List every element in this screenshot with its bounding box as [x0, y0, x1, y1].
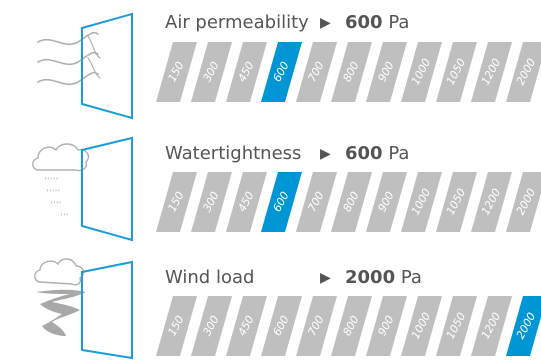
level-bar-air-300 [191, 42, 232, 102]
level-label-wind-1200: 1200 [479, 310, 504, 341]
level-bar-wind-450 [226, 296, 267, 356]
window-frame-icon [81, 136, 133, 242]
level-bar-water-600-selected [261, 172, 302, 232]
row-title-wind: Wind load [165, 267, 255, 288]
svg-text:’’’’’: ’’’’’ [44, 177, 58, 187]
level-label-wind-1050: 1050 [444, 310, 469, 341]
level-label-air-900: 900 [375, 59, 396, 84]
level-label-air-1000: 1000 [409, 56, 434, 87]
level-bar-wind-900 [366, 296, 407, 356]
level-label-air-1200: 1200 [479, 56, 504, 87]
row-value-number: 600 [345, 143, 383, 164]
arrow-icon: ▶ [320, 270, 331, 286]
tornado-icon [34, 258, 86, 336]
level-bar-wind-1000 [401, 296, 442, 356]
svg-text:’’’’: ’’’’ [50, 201, 62, 211]
level-label-wind-2000: 2000 [514, 310, 539, 341]
row-title-water: Watertightness [165, 143, 302, 164]
level-label-air-1050: 1050 [444, 56, 469, 87]
level-label-wind-300: 300 [200, 313, 221, 338]
level-label-air-2000: 2000 [514, 56, 539, 87]
level-label-wind-450: 450 [235, 313, 256, 338]
level-bar-air-1050 [436, 42, 477, 102]
level-label-wind-900: 900 [375, 313, 396, 338]
level-label-wind-150: 150 [165, 313, 186, 338]
level-bar-water-800 [331, 172, 372, 232]
level-label-water-1000: 1000 [409, 186, 434, 217]
row-value-water: 600 Pa [345, 145, 409, 163]
level-bar-wind-1200 [471, 296, 512, 356]
row-value-unit: Pa [388, 12, 410, 33]
row-value-number: 2000 [345, 267, 396, 288]
window-frame-icon [81, 12, 133, 120]
level-bar-water-450 [226, 172, 267, 232]
level-label-air-800: 800 [340, 59, 361, 84]
window-frame-icon [81, 260, 133, 360]
level-bar-water-150 [156, 172, 197, 232]
level-label-water-300: 300 [200, 189, 221, 214]
level-bar-water-700 [296, 172, 337, 232]
wind-lines-icon [37, 31, 101, 86]
level-label-air-700: 700 [305, 59, 326, 84]
row-value-unit: Pa [400, 267, 422, 288]
level-bar-air-1000 [401, 42, 442, 102]
level-label-air-300: 300 [200, 59, 221, 84]
row-value-unit: Pa [388, 143, 410, 164]
level-bar-air-900 [366, 42, 407, 102]
level-bar-air-2000 [506, 42, 541, 102]
level-label-air-600: 600 [270, 59, 291, 84]
level-label-water-2000: 2000 [514, 186, 539, 217]
level-bar-wind-600 [261, 296, 302, 356]
level-bar-air-800 [331, 42, 372, 102]
svg-text:’’’: ’’’ [60, 213, 69, 223]
rain-cloud-icon: ’’’’’ ’’’’’ ’’’’ ’’’ [32, 143, 90, 223]
level-label-wind-700: 700 [305, 313, 326, 338]
level-bar-wind-800 [331, 296, 372, 356]
level-label-water-1050: 1050 [444, 186, 469, 217]
level-label-water-150: 150 [165, 189, 186, 214]
row-value-number: 600 [345, 12, 383, 33]
level-bar-water-900 [366, 172, 407, 232]
svg-text:’’’’’: ’’’’’ [46, 189, 60, 199]
row-value-wind: 2000 Pa [345, 269, 422, 287]
level-bar-air-450 [226, 42, 267, 102]
level-bar-wind-2000-selected [506, 296, 541, 356]
row-value-air: 600 Pa [345, 14, 409, 32]
level-bar-water-1200 [471, 172, 512, 232]
level-label-water-900: 900 [375, 189, 396, 214]
level-label-wind-600: 600 [270, 313, 291, 338]
level-label-water-1200: 1200 [479, 186, 504, 217]
level-bar-water-300 [191, 172, 232, 232]
level-label-wind-1000: 1000 [409, 310, 434, 341]
level-bar-air-600-selected [261, 42, 302, 102]
level-bar-water-2000 [506, 172, 541, 232]
level-label-water-600: 600 [270, 189, 291, 214]
level-bar-wind-1050 [436, 296, 477, 356]
arrow-icon: ▶ [320, 146, 331, 162]
level-label-wind-800: 800 [340, 313, 361, 338]
level-bar-wind-150 [156, 296, 197, 356]
level-label-water-700: 700 [305, 189, 326, 214]
row-title-air: Air permeability [165, 12, 309, 33]
level-bar-air-700 [296, 42, 337, 102]
level-label-air-450: 450 [235, 59, 256, 84]
level-bar-air-1200 [471, 42, 512, 102]
level-label-water-800: 800 [340, 189, 361, 214]
level-label-air-150: 150 [165, 59, 186, 84]
level-bar-wind-700 [296, 296, 337, 356]
level-bar-air-150 [156, 42, 197, 102]
level-bar-water-1050 [436, 172, 477, 232]
level-label-water-450: 450 [235, 189, 256, 214]
arrow-icon: ▶ [320, 15, 331, 31]
level-bar-wind-300 [191, 296, 232, 356]
level-bar-water-1000 [401, 172, 442, 232]
